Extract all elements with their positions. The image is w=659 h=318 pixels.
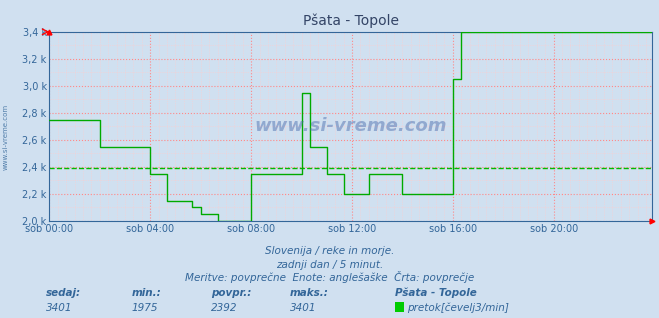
Text: povpr.:: povpr.: [211,288,251,298]
Text: Pšata - Topole: Pšata - Topole [395,288,477,298]
Text: pretok[čevelj3/min]: pretok[čevelj3/min] [407,302,509,313]
Text: 1975: 1975 [132,303,158,313]
Text: 2392: 2392 [211,303,237,313]
Text: www.si-vreme.com: www.si-vreme.com [2,104,9,170]
Text: Slovenija / reke in morje.: Slovenija / reke in morje. [265,246,394,256]
Text: maks.:: maks.: [290,288,329,298]
Text: sedaj:: sedaj: [46,288,81,298]
Text: www.si-vreme.com: www.si-vreme.com [254,117,447,135]
Text: 3401: 3401 [46,303,72,313]
Title: Pšata - Topole: Pšata - Topole [303,13,399,28]
Text: min.:: min.: [132,288,161,298]
Text: 3401: 3401 [290,303,316,313]
Text: zadnji dan / 5 minut.: zadnji dan / 5 minut. [276,260,383,270]
Text: Meritve: povprečne  Enote: anglešaške  Črta: povprečje: Meritve: povprečne Enote: anglešaške Črt… [185,271,474,283]
